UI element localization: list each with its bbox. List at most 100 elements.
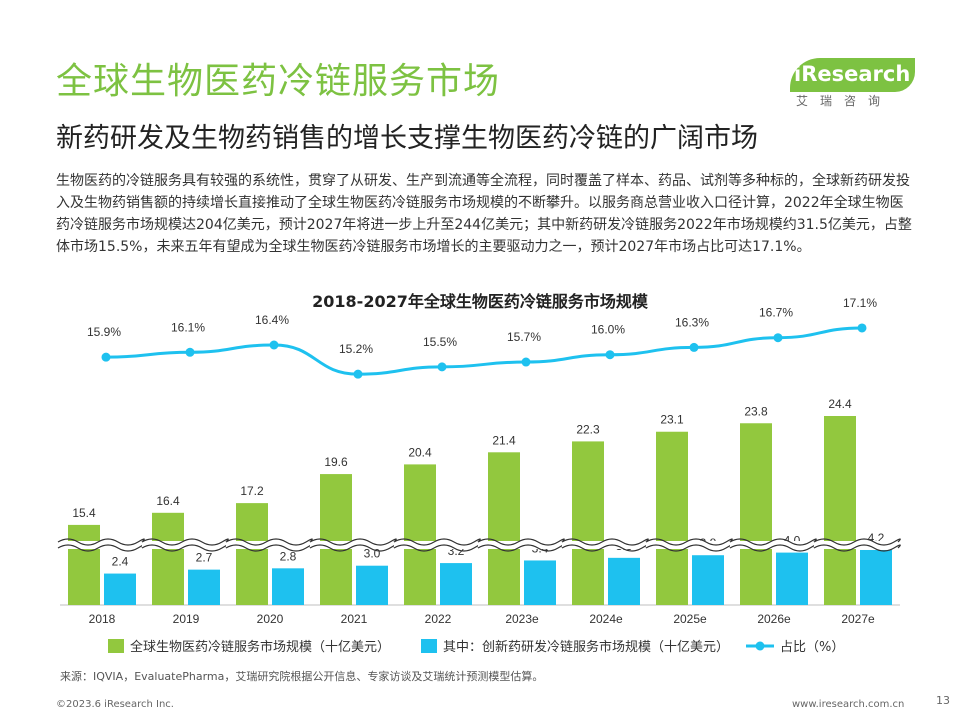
axis-break-mark <box>57 538 145 546</box>
x-tick-label: 2021 <box>341 612 368 626</box>
bar-total-market <box>236 503 268 605</box>
page-title: 全球生物医药冷链服务市场 <box>56 61 501 102</box>
share-point <box>605 350 615 360</box>
bar-innovative-rd <box>440 563 472 605</box>
bar-innovative-rd <box>188 569 220 605</box>
share-point <box>437 362 447 372</box>
axis-break-mark <box>645 544 733 552</box>
logo-badge <box>790 58 915 92</box>
axis-break-mark <box>645 538 733 546</box>
share-label: 15.7% <box>507 330 541 344</box>
source-note: 来源：IQVIA，EvaluatePharma，艾瑞研究院根据公开信息、专家访谈… <box>60 670 544 683</box>
bar-total-label: 16.4 <box>156 494 180 508</box>
axis-break-mark <box>225 544 313 552</box>
chart-title: 2018-2027年全球生物医药冷链服务市场规模 <box>312 292 648 311</box>
bar-innovative-rd <box>272 568 304 605</box>
website-link[interactable]: www.iresearch.com.cn <box>792 699 905 710</box>
x-tick-label: 2020 <box>257 612 284 626</box>
share-label: 16.3% <box>675 315 709 329</box>
logo-wordmark: iResearch <box>794 62 911 86</box>
bar-innovative-rd <box>524 560 556 605</box>
axis-break-mark <box>393 544 481 552</box>
axis-break-mark <box>141 544 229 552</box>
iresearch-logo: iResearch 艾瑞咨询 <box>790 58 915 110</box>
legend-label-total: 全球生物医药冷链服务市场规模（十亿美元） <box>130 639 390 655</box>
axis-break-mark <box>813 544 901 552</box>
share-point <box>773 333 783 343</box>
axis-break-mark <box>477 544 565 552</box>
share-label: 16.1% <box>171 320 205 334</box>
x-tick-label: 2025e <box>673 612 707 626</box>
bar-innovative-rd <box>776 552 808 605</box>
share-label: 16.7% <box>759 306 793 320</box>
share-label: 16.4% <box>255 313 289 327</box>
x-tick-label: 2024e <box>589 612 623 626</box>
bar-innovative-label: 2.8 <box>280 549 297 563</box>
bar-total-market <box>824 416 856 605</box>
bar-total-label: 19.6 <box>324 455 348 469</box>
axis-break-mark <box>813 538 901 546</box>
page-subtitle: 新药研发及生物药销售的增长支撑生物医药冷链的广阔市场 <box>56 123 758 154</box>
share-label: 16.0% <box>591 323 625 337</box>
legend-label-share: 占比（%） <box>780 640 844 655</box>
x-tick-label: 2018 <box>89 612 116 626</box>
bar-innovative-rd <box>104 573 136 605</box>
x-tick-label: 2019 <box>173 612 200 626</box>
bar-total-label: 17.2 <box>240 484 264 498</box>
share-point <box>185 347 195 357</box>
x-tick-label: 2023e <box>505 612 539 626</box>
share-label: 15.2% <box>339 342 373 356</box>
share-point <box>353 369 363 379</box>
x-tick-label: 2026e <box>757 612 791 626</box>
legend-label-innovative: 其中：创新药研发冷链服务市场规模（十亿美元） <box>443 639 729 655</box>
page-number: 13 <box>936 694 950 707</box>
bar-innovative-label: 2.4 <box>112 555 129 569</box>
bar-total-market <box>656 431 688 605</box>
bar-total-market <box>488 452 520 605</box>
legend-swatch-innovative <box>421 639 437 653</box>
body-paragraph: 生物医药的冷链服务具有较强的系统性，贯穿了从研发、生产到流通等全流程，同时覆盖了… <box>56 173 912 255</box>
bar-total-market <box>152 512 184 605</box>
x-tick-label: 2027e <box>841 612 875 626</box>
legend-swatch-share-dot <box>755 641 765 651</box>
share-point <box>101 352 111 362</box>
bar-total-market <box>740 423 772 605</box>
bar-total-label: 23.8 <box>744 404 768 418</box>
share-label: 15.5% <box>423 335 457 349</box>
bar-total-label: 24.4 <box>828 397 852 411</box>
bar-total-label: 20.4 <box>408 445 432 459</box>
x-tick-label: 2022 <box>425 612 452 626</box>
bar-total-label: 23.1 <box>660 413 684 427</box>
axis-break-mark <box>561 544 649 552</box>
bar-total-market <box>572 441 604 605</box>
axis-break-mark <box>729 544 817 552</box>
axis-break-mark <box>57 544 145 552</box>
axis-break-mark <box>141 538 229 546</box>
share-line <box>105 326 863 376</box>
bar-innovative-rd <box>356 565 388 605</box>
bar-innovative-rd <box>860 549 892 605</box>
axis-break-mark <box>225 538 313 546</box>
axis-break-mark <box>309 538 397 546</box>
axis-break-mark <box>309 544 397 552</box>
bar-innovative-rd <box>608 557 640 605</box>
axis-break-mark <box>393 538 481 546</box>
bar-innovative-rd <box>692 555 724 605</box>
bar-total-market <box>404 464 436 605</box>
axis-break-mark <box>561 538 649 546</box>
share-label: 15.9% <box>87 325 121 339</box>
bar-innovative-label: 2.7 <box>196 551 213 565</box>
share-label: 17.1% <box>843 296 877 310</box>
bar-total-label: 15.4 <box>72 506 96 520</box>
bar-total-market <box>68 524 100 605</box>
share-point <box>857 323 867 333</box>
share-point <box>521 357 531 367</box>
share-point <box>689 342 699 352</box>
legend-swatch-total <box>108 639 124 653</box>
copyright: ©2023.6 iResearch Inc. <box>56 699 174 710</box>
share-point <box>269 340 279 350</box>
axis-break-mark <box>729 538 817 546</box>
bar-total-label: 21.4 <box>492 433 516 447</box>
axis-break-mark <box>477 538 565 546</box>
